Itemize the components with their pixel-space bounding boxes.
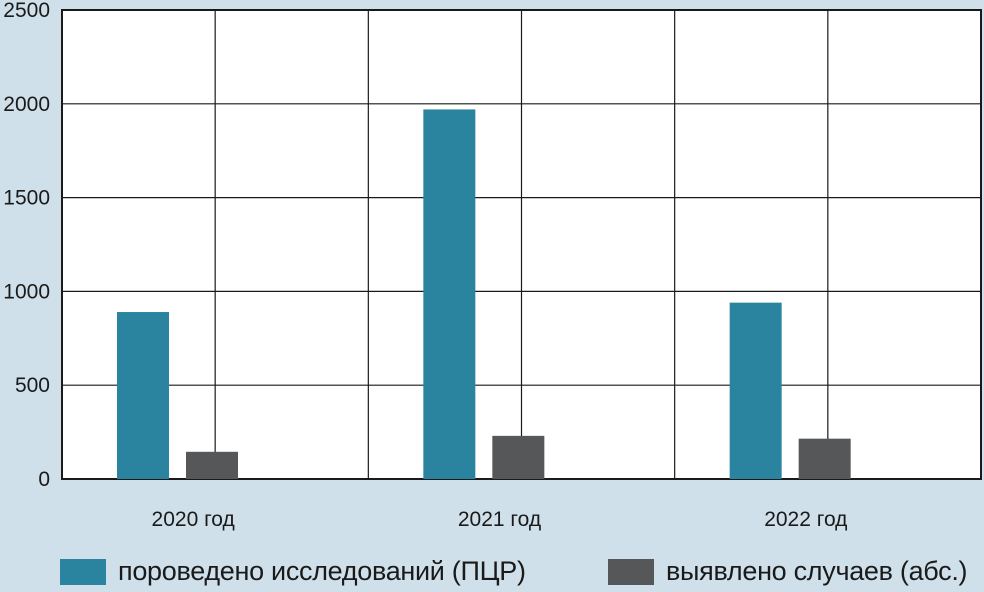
x-tick-label: 2022 год — [764, 508, 847, 531]
bar-cases-0 — [186, 451, 238, 479]
y-tick-label: 2500 — [3, 0, 50, 22]
y-axis-ticks: 0 500 1000 1500 2000 2500 — [3, 0, 50, 491]
legend-label-tests: пороведено исследований (ПЦР) — [118, 556, 526, 586]
y-tick-label: 2000 — [3, 93, 50, 116]
y-tick-label: 1000 — [3, 280, 50, 303]
x-axis-ticks: 2020 год 2021 год 2022 год — [152, 508, 848, 531]
gridlines — [61, 9, 982, 480]
bars — [117, 109, 851, 479]
x-tick-label: 2020 год — [152, 508, 235, 531]
legend-item-cases: выявлено случаев (абс.) — [608, 556, 968, 587]
legend-label-cases: выявлено случаев (абс.) — [666, 556, 968, 586]
legend-swatch-tests — [60, 558, 106, 585]
bar-cases-2 — [798, 438, 851, 479]
bar-tests-0 — [117, 312, 169, 479]
x-tick-label: 2021 год — [458, 508, 541, 531]
legend-item-tests: пороведено исследований (ПЦР) — [60, 556, 526, 587]
y-tick-label: 0 — [38, 468, 50, 491]
y-tick-label: 1500 — [3, 187, 50, 210]
legend: пороведено исследований (ПЦР) выявлено с… — [0, 548, 984, 592]
y-tick-label: 500 — [15, 374, 50, 397]
bar-cases-1 — [492, 435, 545, 479]
legend-swatch-cases — [608, 558, 654, 585]
bar-tests-1 — [423, 109, 476, 479]
bar-tests-2 — [729, 302, 782, 479]
